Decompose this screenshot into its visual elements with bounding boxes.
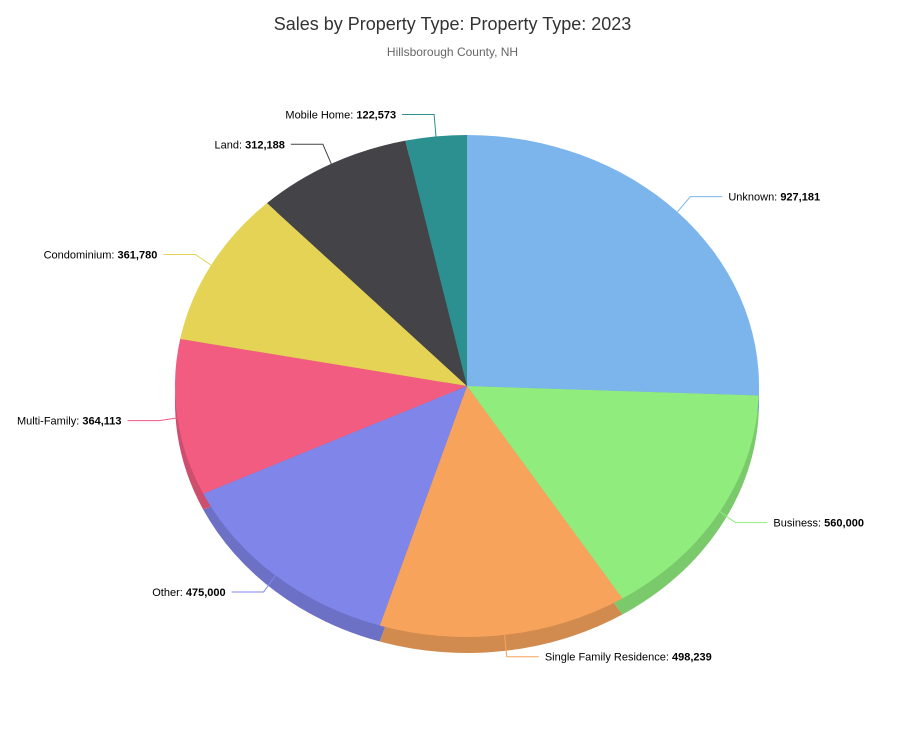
label-connector-1 [719,511,768,524]
pie-slice-multi-family[interactable] [174,338,467,494]
data-label-multi-family: Multi-Family: 364,113 [17,416,122,428]
label-connector-4 [127,417,178,422]
label-connector-0 [676,196,723,213]
data-labels-layer: Unknown: 927,181 Business: 560,000 Single … [17,110,864,664]
pie-slice-single-family-residence[interactable] [379,386,623,638]
label-connector-5 [163,254,212,266]
label-connectors-layer [127,114,768,658]
data-label-mobile-home: Mobile Home: 122,573 [285,110,396,122]
label-connector-7 [402,114,437,137]
label-connector-3 [231,575,276,593]
label-connector-2 [504,634,539,658]
pie-slice-condominium[interactable] [180,203,468,386]
data-label-other: Other: 475,000 [152,587,225,599]
label-connector-6 [290,143,332,164]
pie-slices-layer [174,135,759,638]
pie-slice-business[interactable] [467,386,759,599]
chart-title: Sales by Property Type: Property Type: 2… [273,14,632,34]
pie-slice-mobile-home[interactable] [405,135,467,386]
pie-slice-other[interactable] [203,386,467,626]
pie-slice-unknown[interactable] [467,135,759,396]
data-label-single-family-residence: Single Family Residence: 498,239 [545,652,712,664]
data-label-condominium: Condominium: 361,780 [44,250,158,262]
data-label-business: Business: 560,000 [773,518,864,530]
pie-slice-land[interactable] [267,140,467,386]
data-label-unknown: Unknown: 927,181 [728,192,820,204]
chart-subtitle: Hillsborough County, NH [386,45,519,59]
data-label-land: Land: 312,188 [215,139,285,151]
